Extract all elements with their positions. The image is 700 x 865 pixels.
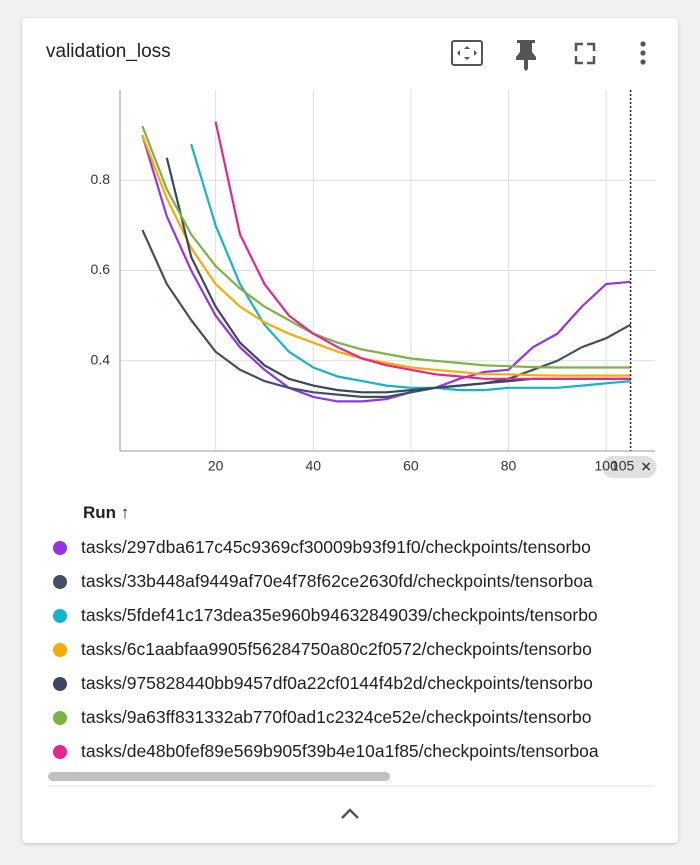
- card: [22, 18, 678, 843]
- run-color[interactable]: [53, 745, 67, 759]
- run-row[interactable]: tasks/9a63ff831332ab770f0ad1c2324ce52e/c…: [50, 703, 655, 733]
- x-tick-label: 100: [595, 458, 619, 474]
- card-title: validation_loss: [46, 41, 171, 62]
- run-row[interactable]: tasks/975828440bb9457df0a22cf0144f4b2d/c…: [50, 669, 655, 699]
- run-color[interactable]: [53, 643, 67, 657]
- run-column-header[interactable]: Run ↑: [83, 503, 130, 522]
- x-tick-label: 60: [403, 458, 419, 474]
- run-color[interactable]: [53, 541, 67, 555]
- series-line: [190, 143, 631, 392]
- step-badge-label: 105: [611, 458, 635, 474]
- run-name: tasks/5fdef41c173dea35e960b94632849039/c…: [81, 605, 598, 625]
- step-badge: [601, 456, 657, 478]
- more-icon[interactable]: [640, 41, 646, 65]
- run-color[interactable]: [53, 677, 67, 691]
- pin-icon[interactable]: [516, 40, 536, 71]
- collapse-button[interactable]: [341, 808, 359, 819]
- run-name: tasks/de48b0fef89e569b905f39b4e10a1f85/c…: [81, 741, 599, 761]
- y-tick-label: 0.8: [91, 171, 111, 187]
- fullscreen-icon[interactable]: [574, 42, 596, 65]
- run-color[interactable]: [53, 711, 67, 725]
- x-tick-label: 40: [305, 458, 321, 474]
- run-name: tasks/297dba617c45c9369cf30009b93f91f0/c…: [81, 537, 591, 557]
- run-row[interactable]: tasks/33b448af9449af70e4f78f62ce2630fd/c…: [50, 567, 655, 597]
- x-tick-label: 20: [208, 458, 224, 474]
- step-badge-close[interactable]: [642, 462, 651, 471]
- run-name: tasks/9a63ff831332ab770f0ad1c2324ce52e/c…: [81, 707, 592, 727]
- run-name: tasks/33b448af9449af70e4f78f62ce2630fd/c…: [81, 571, 593, 591]
- run-row[interactable]: tasks/297dba617c45c9369cf30009b93f91f0/c…: [50, 533, 655, 563]
- run-row[interactable]: tasks/de48b0fef89e569b905f39b4e10a1f85/c…: [50, 737, 655, 767]
- run-row[interactable]: tasks/6c1aabfaa9905f56284750a80c2f0572/c…: [50, 635, 655, 665]
- run-row[interactable]: tasks/5fdef41c173dea35e960b94632849039/c…: [50, 601, 655, 631]
- scrollbar-thumb[interactable]: [48, 772, 390, 781]
- y-tick-label: 0.4: [91, 351, 111, 367]
- series-line: [214, 121, 631, 380]
- series-line: [141, 125, 631, 369]
- x-tick-label: 80: [501, 458, 517, 474]
- series-line: [141, 229, 632, 398]
- run-color[interactable]: [53, 575, 67, 589]
- run-color[interactable]: [53, 609, 67, 623]
- series-line: [141, 134, 631, 403]
- run-name: tasks/6c1aabfaa9905f56284750a80c2f0572/c…: [81, 639, 592, 659]
- run-name: tasks/975828440bb9457df0a22cf0144f4b2d/c…: [81, 673, 593, 693]
- y-tick-label: 0.6: [91, 261, 111, 277]
- fit-icon[interactable]: [451, 40, 483, 66]
- series-line: [141, 134, 631, 377]
